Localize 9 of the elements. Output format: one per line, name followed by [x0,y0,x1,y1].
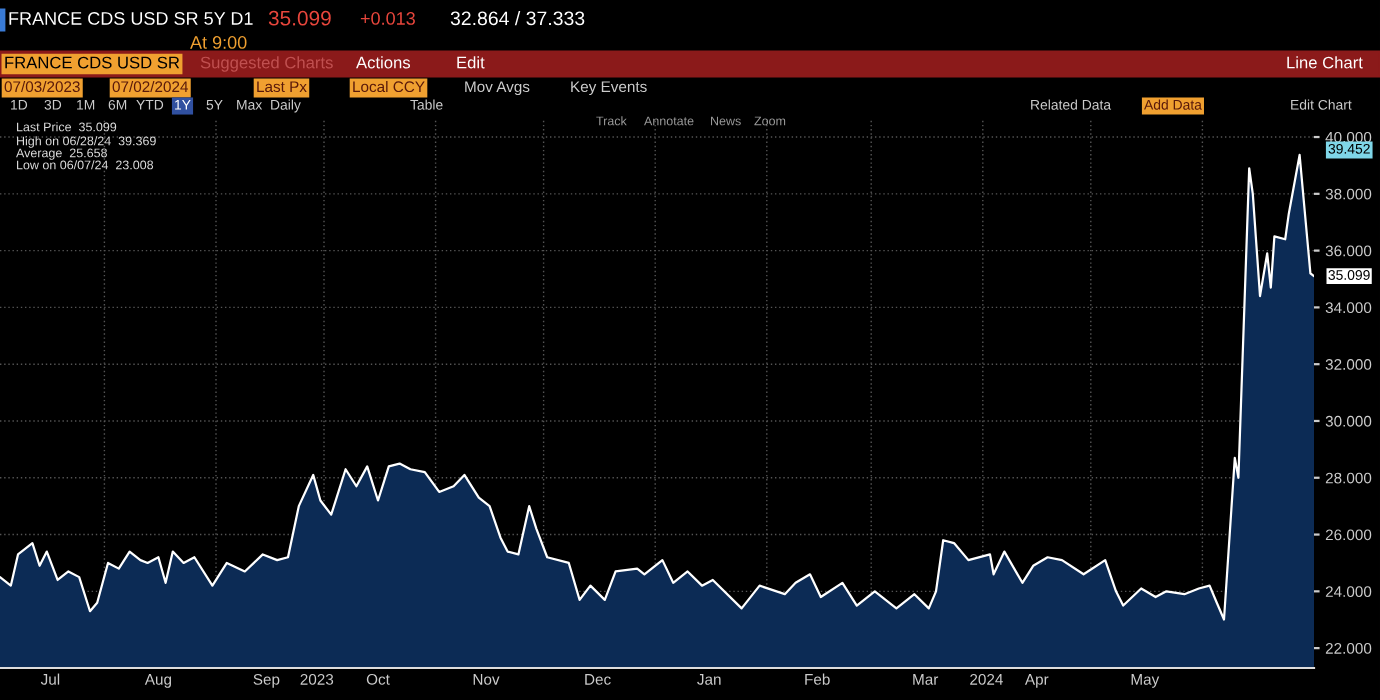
text: 35.099 [268,10,331,26]
text: At 9:00 [190,36,247,49]
text: Edit [457,56,485,69]
text: +0.013 [360,12,415,25]
chart-title: FRANCE CDS USD SR 5Y D1 [9,12,253,25]
text: Line Chart [1287,56,1363,69]
text: FRANCE CDS USD SR [5,56,180,69]
text: Actions [356,56,411,69]
text: 32.864 / 37.333 [450,10,585,26]
